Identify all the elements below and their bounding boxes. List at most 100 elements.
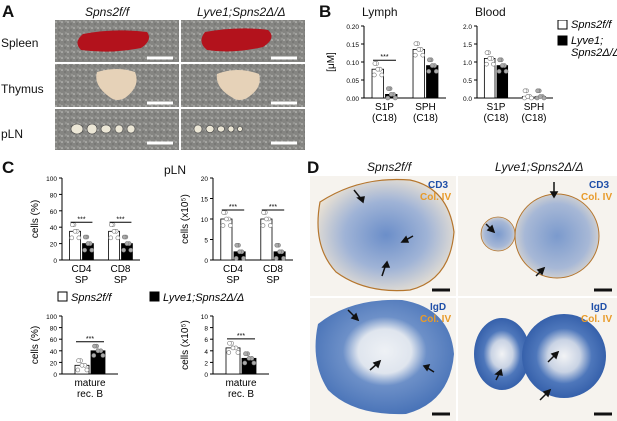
data-point: [281, 256, 286, 261]
data-point: [386, 86, 391, 91]
data-point: [70, 222, 75, 228]
y-tick-label: 20: [201, 176, 209, 183]
data-point: [385, 95, 391, 101]
data-point: [538, 94, 543, 99]
thymus-wt: [96, 69, 137, 100]
stain-bottom-ko-col: Col. IV: [581, 314, 613, 325]
panel-b-charts: 0.000.050.100.150.20***S1P(C18)SPH(C18)[…: [326, 20, 617, 124]
data-point: [85, 241, 91, 246]
y-tick-label: 0.5: [463, 78, 472, 85]
panel-b-blood-title: Blood: [475, 5, 506, 19]
data-point: [484, 61, 489, 67]
data-point: [433, 69, 439, 74]
y-tick-label: 80: [50, 326, 58, 333]
y-tick-label: 0.20: [346, 24, 359, 31]
category-label: S1P: [375, 102, 394, 113]
sig-label: ***: [86, 336, 94, 343]
y-tick-label: 10: [201, 314, 209, 321]
data-point: [260, 223, 266, 228]
data-point: [420, 52, 426, 58]
y-tick-label: 6: [204, 337, 208, 344]
category-label: (C18): [372, 113, 397, 124]
stain-bottom-wt-col: Col. IV: [420, 314, 452, 325]
y-axis-label: cells (%): [30, 200, 41, 238]
y-tick-label: 100: [46, 176, 57, 183]
y-tick-label: 8: [204, 326, 208, 333]
category-label: rec. B: [77, 389, 103, 400]
y-tick-label: 80: [50, 192, 58, 199]
data-point: [487, 56, 492, 61]
data-point: [92, 343, 97, 349]
y-tick-label: 0.0: [463, 96, 472, 103]
stain-top-ko-col: Col. IV: [581, 192, 613, 203]
y-tick-label: 40: [50, 349, 58, 356]
stain-bottom-wt-igd: IgD: [430, 302, 447, 313]
panel-a-col-ko: Lyve1;Spns2Δ/Δ: [197, 5, 286, 19]
data-point: [124, 241, 130, 246]
category-label: SP: [226, 275, 240, 286]
section-wt-igd: [315, 299, 454, 415]
category-label: mature: [225, 378, 257, 389]
panel-b-legend: Spns2f/f Lyve1;Spns2Δ/Δ: [557, 20, 617, 59]
y-axis-label: cells (%): [30, 326, 41, 364]
data-point: [121, 234, 127, 240]
category-label: S1P: [487, 102, 506, 113]
y-tick-label: 40: [50, 225, 58, 232]
data-point: [121, 247, 126, 253]
data-point: [496, 69, 502, 74]
category-label: SPH: [524, 102, 545, 113]
data-point: [375, 66, 381, 72]
panel-c-title: pLN: [164, 163, 187, 177]
category-label: CD8: [263, 264, 283, 275]
panel-c-legend: Spns2f/f Lyve1;Spns2Δ/Δ: [57, 291, 244, 304]
y-tick-label: 2.0: [463, 24, 472, 31]
pln-wt: [70, 123, 136, 135]
y-tick-label: 0.10: [346, 60, 359, 67]
y-axis-label: cells (x10⁵): [180, 194, 191, 244]
panel-d-col-wt: Spns2f/f: [367, 160, 412, 174]
legend-label-wt: Spns2f/f: [71, 292, 112, 304]
data-point: [416, 47, 422, 52]
arrows: [347, 182, 560, 401]
y-tick-label: 0.15: [346, 42, 359, 49]
category-label: SPH: [415, 102, 436, 113]
data-point: [76, 358, 81, 363]
y-tick-label: 0.05: [346, 78, 359, 85]
category-label: rec. B: [228, 389, 254, 400]
data-point: [235, 350, 241, 355]
photo-texture: [55, 20, 305, 150]
sig-label: ***: [269, 204, 277, 211]
data-point: [230, 345, 236, 351]
data-point: [413, 41, 419, 46]
y-tick-label: 60: [50, 337, 58, 344]
panel-a-row-spleen: Spleen: [1, 36, 39, 50]
y-tick-label: 1.5: [463, 42, 472, 49]
data-point: [95, 348, 101, 354]
legend-swatch-wt: [557, 20, 568, 30]
legend-label-ko-2: Spns2Δ/Δ: [571, 47, 617, 59]
data-point: [535, 88, 540, 94]
y-tick-label: 1.0: [463, 60, 472, 67]
data-point: [264, 216, 269, 222]
legend-label-wt: Spns2f/f: [571, 20, 612, 31]
category-label: (C18): [521, 113, 546, 124]
y-tick-label: 0.00: [346, 96, 359, 103]
data-point: [72, 228, 78, 234]
chart-lymph: 0.000.050.100.150.20***S1P(C18)SPH(C18)[…: [326, 24, 446, 124]
sig-label: ***: [237, 333, 245, 340]
stain-top-wt-col: Col. IV: [420, 192, 452, 203]
category-label: (C18): [483, 113, 508, 124]
data-point: [115, 235, 121, 241]
category-label: CD8: [110, 264, 130, 275]
y-tick-label: 20: [50, 360, 58, 367]
panel-d-col-ko: Lyve1;Spns2Δ/Δ: [495, 160, 584, 174]
data-point: [233, 256, 239, 261]
data-point: [76, 235, 82, 241]
category-label: CD4: [223, 264, 243, 275]
y-tick-label: 0: [53, 258, 57, 265]
y-axis-label: cells (x10⁵): [180, 320, 191, 370]
data-point: [500, 63, 505, 68]
